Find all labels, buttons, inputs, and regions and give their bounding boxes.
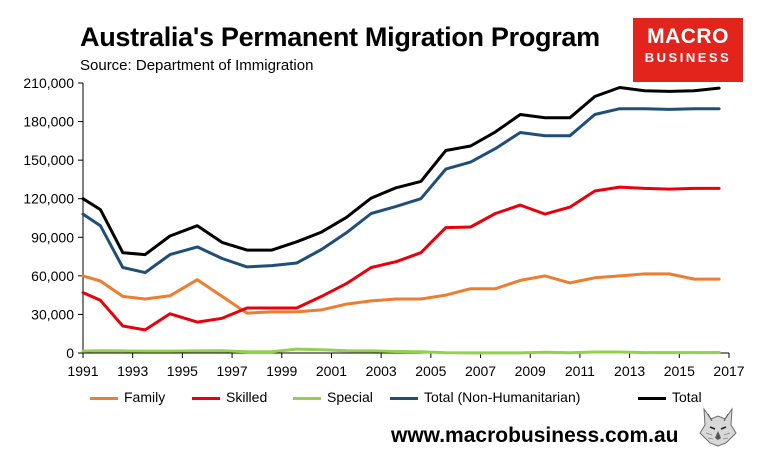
series-line-total bbox=[81, 86, 721, 257]
chart-source: Source: Department of Immigration bbox=[80, 57, 314, 74]
y-tick-label: 150,000 bbox=[23, 152, 74, 168]
legend-swatch bbox=[293, 397, 321, 400]
x-tick-label: 2013 bbox=[614, 363, 645, 379]
macrobusiness-logo: MACRO BUSINESS bbox=[633, 18, 743, 82]
x-tick-label: 1997 bbox=[216, 363, 247, 379]
x-tick-label: 2001 bbox=[316, 363, 347, 379]
x-tick-label: 1999 bbox=[266, 363, 297, 379]
legend-label: Family bbox=[124, 389, 166, 405]
x-tick-label: 2015 bbox=[664, 363, 695, 379]
y-tick-label: 90,000 bbox=[31, 229, 74, 245]
x-tick-label: 2003 bbox=[366, 363, 397, 379]
legend-label: Total bbox=[672, 389, 702, 405]
x-tick-label: 2007 bbox=[465, 363, 496, 379]
series-line-total-non-humanitarian bbox=[81, 107, 721, 275]
legend-swatch bbox=[390, 397, 418, 400]
logo-line-1: MACRO bbox=[647, 25, 729, 48]
legend-swatch bbox=[192, 397, 220, 400]
legend-label: Special bbox=[327, 389, 373, 405]
x-tick-label: 2009 bbox=[515, 363, 546, 379]
y-tick-label: 120,000 bbox=[23, 191, 74, 207]
wolf-mascot-icon bbox=[698, 405, 738, 447]
y-tick-label: 210,000 bbox=[23, 75, 74, 91]
logo-line-2: BUSINESS bbox=[644, 50, 732, 65]
line-chart: 0 30,000 60,000 90,000 120,000 150,000 180,000… bbox=[23, 75, 744, 379]
y-tick-label: 30,000 bbox=[31, 306, 74, 322]
legend-label: Total (Non-Humanitarian) bbox=[424, 389, 581, 405]
x-tick-label: 2005 bbox=[415, 363, 446, 379]
legend-label: Skilled bbox=[226, 389, 268, 405]
series-line-special bbox=[81, 347, 721, 355]
x-tick-label: 2011 bbox=[565, 363, 595, 379]
y-tick-label: 180,000 bbox=[23, 114, 74, 130]
y-tick-label: 60,000 bbox=[31, 268, 74, 284]
legend-swatch bbox=[90, 397, 118, 400]
x-tick-label: 2017 bbox=[713, 363, 744, 379]
y-tick-label: 0 bbox=[66, 345, 74, 361]
website-url: www.macrobusiness.com.au bbox=[391, 424, 679, 447]
legend-swatch bbox=[638, 397, 666, 400]
chart-title: Australia's Permanent Migration Program bbox=[80, 22, 600, 52]
x-tick-label: 1993 bbox=[117, 363, 148, 379]
series-line-family bbox=[81, 272, 721, 315]
series-line-skilled bbox=[81, 185, 721, 332]
x-tick-label: 1995 bbox=[167, 363, 198, 379]
x-tick-label: 1991 bbox=[67, 363, 98, 379]
